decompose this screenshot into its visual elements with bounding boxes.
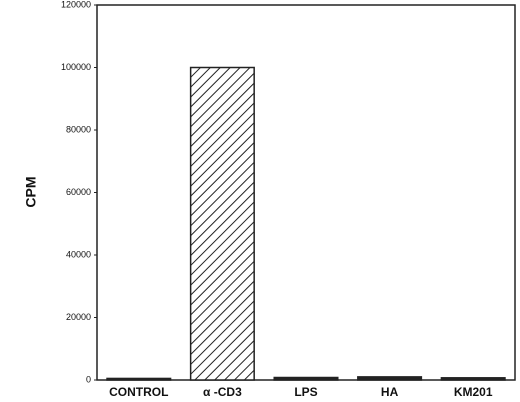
bar	[357, 376, 423, 381]
y-tick-label: 0	[86, 374, 91, 384]
y-tick-label: 20000	[66, 312, 91, 322]
x-tick-label: α -CD3	[203, 385, 242, 399]
x-tick-label: CONTROL	[109, 385, 168, 399]
bar	[189, 66, 255, 381]
y-tick-label: 40000	[66, 249, 91, 259]
x-tick-label: KM201	[454, 385, 493, 399]
y-tick-label: 60000	[66, 187, 91, 197]
y-axis-label: CPM	[23, 176, 39, 207]
x-tick-label: LPS	[294, 385, 317, 399]
x-tick-label: HA	[381, 385, 399, 399]
y-tick-label: 100000	[61, 62, 91, 72]
bar	[106, 377, 172, 381]
y-tick-label: 80000	[66, 124, 91, 134]
bar	[273, 376, 339, 381]
y-tick-label: 120000	[61, 0, 91, 9]
bar	[440, 377, 506, 381]
plot-frame	[96, 4, 516, 381]
